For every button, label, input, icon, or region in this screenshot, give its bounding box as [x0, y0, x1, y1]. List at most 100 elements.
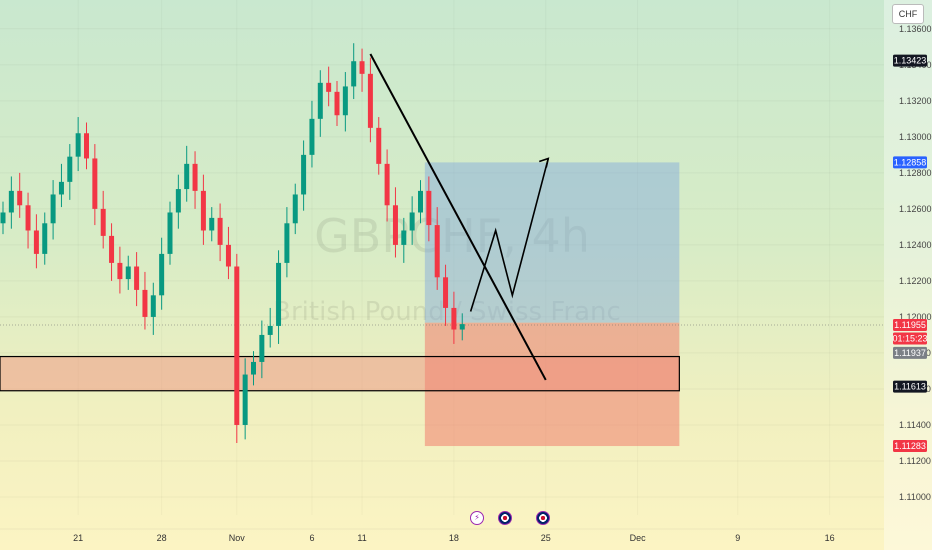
time-tick-label: 11 — [357, 533, 366, 543]
candle-body — [0, 212, 6, 224]
candle-body — [301, 154, 307, 195]
candle — [200, 174, 206, 245]
candle-body — [200, 190, 206, 231]
zones — [0, 162, 884, 447]
candle — [142, 271, 148, 330]
price-tag-last: 1.11955 — [893, 319, 927, 332]
candle — [334, 81, 340, 127]
candle-body — [58, 181, 64, 195]
candle — [125, 255, 131, 290]
time-tick-label: 16 — [825, 533, 835, 543]
candle-body — [150, 295, 156, 317]
candle-body — [367, 73, 373, 128]
price-tag-text: 1.11955 — [894, 320, 926, 330]
trendline — [369, 53, 547, 381]
time-tick-label: 6 — [309, 533, 314, 543]
candle-body — [184, 163, 190, 190]
candle-body — [175, 189, 181, 213]
lightning-icon[interactable]: ⚡ — [470, 511, 484, 525]
candle-body — [384, 163, 390, 206]
price-tick-label: 1.12600 — [899, 204, 932, 214]
candle — [251, 351, 256, 386]
candle — [167, 201, 173, 265]
candle-body — [33, 230, 39, 254]
candle-body — [117, 262, 123, 280]
candle — [159, 237, 165, 310]
uk-flag-icon[interactable] — [498, 511, 512, 525]
candle-body — [334, 91, 340, 116]
price-tick-label: 1.12400 — [899, 240, 932, 250]
candle — [459, 313, 465, 341]
candle-body — [17, 190, 23, 206]
price-tag-bg — [893, 332, 927, 345]
time-tick-label: 18 — [449, 533, 459, 543]
candle — [242, 358, 248, 440]
candle — [359, 48, 365, 92]
price-tick-label: 1.13600 — [899, 24, 932, 34]
time-tick-label: 28 — [157, 533, 167, 543]
time-axis: 21 28 Nov 6 11 18 25 Dec 9 16 — [0, 528, 884, 543]
candle-body — [67, 156, 73, 182]
price-tick-label: 1.12800 — [899, 168, 932, 178]
candle-body — [209, 217, 215, 231]
candle — [150, 282, 156, 335]
candles — [0, 43, 465, 443]
candle-body — [309, 118, 315, 155]
candle-body — [217, 217, 223, 245]
projection-arrowhead — [539, 157, 550, 168]
candle — [451, 291, 457, 344]
candle — [175, 174, 181, 229]
candle — [309, 100, 315, 168]
candle-body — [326, 82, 332, 92]
candle — [418, 180, 423, 224]
target-zone — [424, 162, 680, 323]
candle — [42, 212, 48, 265]
candle-body — [443, 277, 449, 308]
price-tags: 1.13423 1.12858 1.11955 01:15:23 1.11937 1.11… — [892, 54, 928, 453]
candle-body — [134, 266, 140, 290]
price-tick-label: 1.11200 — [899, 456, 931, 466]
candle — [409, 196, 415, 245]
uk-flag-icon[interactable] — [536, 511, 550, 525]
candle — [351, 43, 357, 100]
time-tick-label: 25 — [541, 533, 551, 543]
candle — [259, 320, 265, 379]
candle-body — [276, 262, 282, 326]
candle — [225, 226, 231, 280]
candle — [234, 253, 240, 443]
price-tag-bg — [893, 319, 927, 332]
candle — [426, 176, 432, 242]
candle — [434, 207, 440, 290]
candle-body — [125, 266, 131, 280]
candle — [276, 250, 282, 344]
candle-body — [284, 223, 290, 263]
candle-body — [75, 133, 81, 157]
candle — [192, 151, 198, 209]
candle-body — [192, 163, 198, 191]
price-tag-countdown: 01:15:23 — [892, 332, 928, 345]
candle — [392, 187, 398, 258]
candle — [376, 117, 382, 175]
candle-body — [25, 205, 31, 231]
candle — [17, 172, 23, 218]
candle — [67, 144, 73, 200]
candle — [284, 207, 290, 278]
price-tag-text: 1.11937 — [894, 348, 926, 358]
price-axis-bg — [884, 0, 932, 550]
candle-body — [351, 61, 357, 87]
candle — [8, 176, 14, 229]
price-tick-label: 1.13000 — [899, 132, 932, 142]
candle-body — [84, 133, 89, 159]
currency-button[interactable]: CHF — [892, 4, 924, 24]
candle — [292, 183, 298, 235]
candle — [58, 163, 64, 208]
candle — [384, 149, 390, 222]
price-tag-current: 1.11937 — [893, 346, 927, 359]
price-tick-label: 1.11000 — [899, 492, 931, 502]
price-tag-text: 1.13423 — [894, 56, 927, 66]
candle-body — [418, 190, 423, 213]
price-tag-stop: 1.11283 — [893, 440, 927, 453]
price-axis: 1.110001.112001.114001.116001.118001.120… — [884, 0, 932, 550]
